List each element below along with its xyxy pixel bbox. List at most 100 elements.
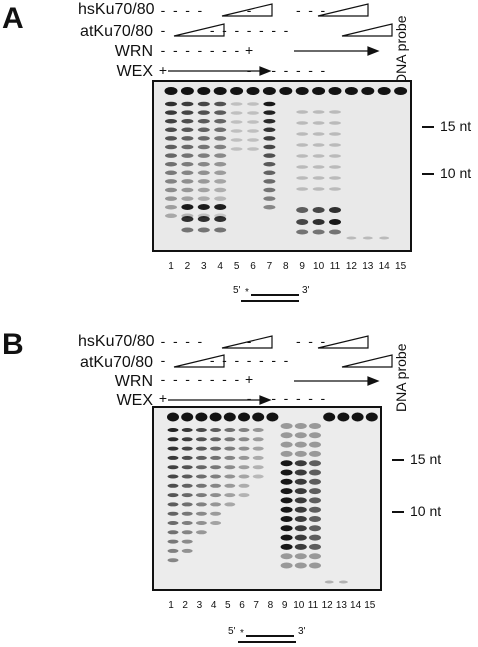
gel-band — [263, 170, 276, 176]
minus-sign: - — [295, 333, 301, 349]
gel-band — [197, 187, 210, 193]
gel-band — [181, 412, 194, 422]
lane-number: 14 — [378, 261, 390, 272]
lane-number: 8 — [267, 600, 274, 611]
gel-band — [296, 229, 309, 235]
gel-band — [263, 144, 276, 150]
gel-band — [309, 553, 321, 560]
gel-band — [329, 121, 341, 125]
minus-sign: - — [308, 333, 313, 349]
gel-band — [296, 176, 309, 180]
gel-band — [197, 161, 210, 167]
minus-sign: - — [160, 371, 166, 387]
gel-band — [294, 450, 307, 457]
gel-band — [214, 216, 227, 222]
gel-band — [223, 412, 236, 422]
gel-band — [197, 179, 210, 184]
gel-band — [224, 474, 236, 479]
gel-band — [181, 530, 193, 535]
minus-sign: - — [308, 390, 313, 406]
gel-band — [280, 516, 293, 522]
gel-band — [181, 474, 193, 479]
lane-number: 2 — [184, 261, 191, 272]
minus-sign: - — [234, 371, 240, 387]
gel-band — [294, 534, 307, 541]
gel-band — [197, 216, 210, 222]
minus-sign: - — [197, 2, 203, 18]
plus-sign: + — [158, 390, 168, 406]
gel-band — [195, 502, 207, 507]
size-marker-15nt: 15 nt — [422, 119, 471, 133]
gel-band — [181, 127, 194, 133]
minus-sign: - — [283, 390, 289, 406]
label-star: * — [245, 287, 249, 298]
gel-band — [309, 450, 321, 457]
gel-band — [296, 187, 309, 191]
gel-band — [167, 412, 179, 422]
gel-band — [181, 136, 194, 141]
gel-band — [329, 165, 341, 169]
bottom-strand — [241, 300, 299, 302]
gel-band — [294, 423, 307, 429]
gel-band — [252, 446, 264, 451]
gel-band — [263, 101, 276, 107]
gel-band — [238, 412, 250, 422]
gel-band — [280, 432, 293, 439]
gel-band — [210, 483, 222, 488]
gel-band — [263, 110, 276, 115]
gel-band — [165, 127, 177, 133]
minus-sign: - — [320, 62, 326, 78]
gel-band — [214, 110, 227, 115]
gel-band — [377, 87, 391, 95]
gel-band — [312, 165, 325, 169]
gel-band — [309, 469, 321, 476]
gel-band — [197, 136, 210, 141]
gel-band — [165, 110, 177, 115]
gel-band — [280, 488, 293, 495]
minus-sign: - — [185, 2, 190, 18]
lane-number: 9 — [299, 261, 305, 272]
gel-band — [181, 101, 194, 107]
gel-band — [247, 129, 259, 133]
gel-band — [379, 236, 390, 240]
minus-sign: - — [209, 371, 215, 387]
gel-band — [247, 111, 259, 115]
minus-sign: - — [172, 42, 178, 58]
minus-sign: - — [320, 390, 326, 406]
gel-band — [214, 136, 227, 141]
minus-sign: - — [295, 62, 301, 78]
gel-band — [280, 525, 293, 532]
gel-band — [312, 121, 325, 125]
gel-band — [252, 455, 264, 460]
gel-band — [280, 450, 293, 457]
gel-band — [181, 539, 193, 544]
minus-sign: - — [234, 352, 240, 368]
minus-sign: - — [246, 352, 252, 368]
gel-band — [181, 493, 193, 498]
gel-band — [197, 227, 210, 233]
gel-band — [338, 580, 348, 584]
gel-band — [197, 127, 210, 133]
gel-band — [312, 132, 325, 136]
gel-band — [167, 483, 179, 488]
gel-band — [181, 144, 194, 150]
lane-number: 2 — [182, 600, 188, 611]
gel-band — [165, 196, 177, 201]
substrate-5prime: 5' — [228, 626, 236, 637]
gel-band — [362, 236, 373, 240]
gel-band — [224, 502, 236, 507]
gel-band — [165, 118, 177, 124]
minus-sign: - — [185, 333, 190, 349]
gel-band — [214, 196, 227, 201]
minus-sign: - — [172, 2, 178, 18]
gel-band — [214, 179, 227, 184]
gel-band — [296, 121, 309, 125]
lane-number: 1 — [168, 261, 174, 272]
row-label-hsku: hsKu70/80 — [78, 333, 155, 350]
minus-sign: - — [197, 371, 203, 387]
minus-sign: - — [295, 390, 301, 406]
gel-band — [279, 87, 293, 95]
minus-sign: - — [160, 2, 166, 18]
gel-band — [230, 138, 243, 142]
plus-sign: + — [245, 371, 254, 387]
